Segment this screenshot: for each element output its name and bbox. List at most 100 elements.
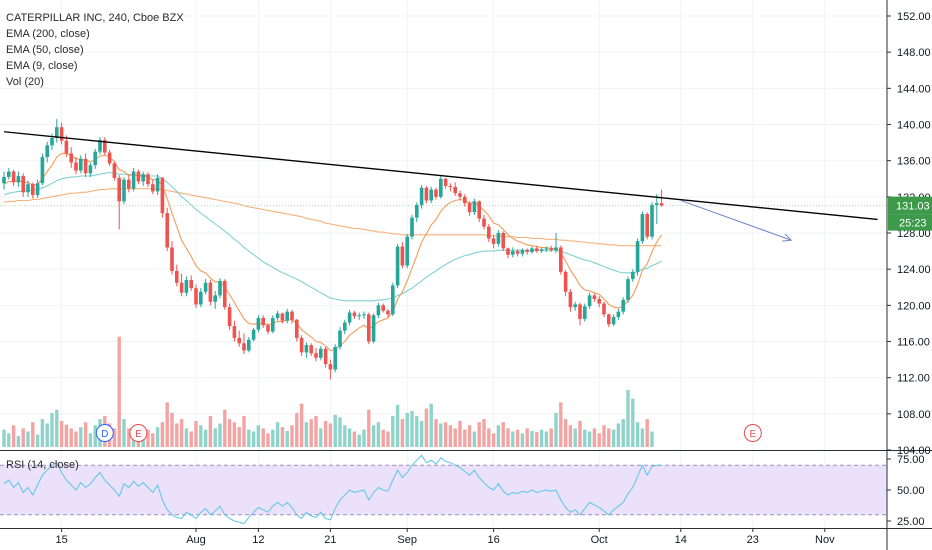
rsi-legend[interactable]: RSI (14, close) xyxy=(6,459,79,471)
candle-body xyxy=(203,282,208,292)
candle-body xyxy=(381,305,385,311)
candle-body xyxy=(50,138,54,146)
volume-bar xyxy=(429,403,433,447)
volume-bar xyxy=(631,398,635,447)
legend-ema-9[interactable]: EMA (9, close) xyxy=(6,60,78,72)
candle-body xyxy=(213,295,217,302)
volume-bar xyxy=(21,428,25,447)
ema-50-line xyxy=(3,171,662,302)
event-marker-circle xyxy=(129,424,148,442)
candle-body xyxy=(136,171,141,182)
time-tick-label: Sep xyxy=(397,534,417,546)
volume-bar xyxy=(352,431,357,447)
candle-body xyxy=(376,305,381,316)
price-tick-label: 140.00 xyxy=(897,120,931,132)
volume-bar xyxy=(175,423,179,447)
candle-body xyxy=(439,178,443,197)
volume-bar xyxy=(515,429,520,447)
volume-bar xyxy=(482,419,486,447)
candle-body xyxy=(501,233,505,249)
volume-bar xyxy=(448,425,453,447)
volume-bar xyxy=(122,419,126,447)
volume-bar xyxy=(439,423,443,447)
volume-bar xyxy=(199,425,203,447)
volume-bar xyxy=(83,422,88,447)
price-tick-label: 124.00 xyxy=(897,264,931,276)
legend-ema-200[interactable]: EMA (200, close) xyxy=(6,28,90,40)
volume-bar xyxy=(194,420,198,447)
time-tick-label: 15 xyxy=(55,534,67,546)
volume-bar xyxy=(299,403,304,447)
volume-bar xyxy=(55,409,59,447)
candle-body xyxy=(602,303,606,315)
candle-body xyxy=(429,189,433,201)
candle-body xyxy=(184,280,189,293)
candle-body xyxy=(458,193,462,197)
volume-bar xyxy=(271,429,275,447)
candle-body xyxy=(131,171,136,189)
rsi-tick-label: 25.00 xyxy=(897,516,925,528)
candle-body xyxy=(578,304,582,319)
candle-body xyxy=(309,345,313,354)
volume-bar xyxy=(31,422,35,447)
price-tick-label: 104.00 xyxy=(897,445,931,457)
volume-bar xyxy=(79,427,83,447)
trendline[interactable] xyxy=(3,131,878,221)
candle-body xyxy=(151,184,155,192)
projection-arrow[interactable] xyxy=(680,199,793,242)
candle-body xyxy=(419,187,424,205)
volume-bar xyxy=(487,428,491,447)
price-tick-label: 120.00 xyxy=(897,300,931,312)
candle-body xyxy=(347,312,352,323)
volume-bar xyxy=(333,414,337,447)
candle-body xyxy=(568,291,573,308)
candle-body xyxy=(247,339,251,351)
time-tick-label: 12 xyxy=(252,534,264,546)
candle-body xyxy=(655,203,659,205)
legend-ema-50[interactable]: EMA (50, close) xyxy=(6,44,84,56)
rsi-path xyxy=(3,454,662,525)
candle-body xyxy=(165,213,169,248)
price-tick-label: 148.00 xyxy=(897,47,931,59)
volume-bar xyxy=(304,422,309,447)
candle-body xyxy=(74,162,78,171)
candle-body xyxy=(21,176,25,193)
candle-body xyxy=(26,184,30,193)
volume-bar xyxy=(549,428,553,447)
volume-bar xyxy=(415,416,419,447)
volume-bar xyxy=(410,411,414,447)
volume-bar xyxy=(357,434,361,447)
candle-body xyxy=(122,179,126,202)
volume-bar xyxy=(381,429,385,447)
candle-body xyxy=(525,250,529,252)
time-tick-label: Oct xyxy=(591,534,608,546)
candle-body xyxy=(424,187,429,201)
candle-body xyxy=(64,140,69,154)
volume-bar xyxy=(640,428,645,447)
candle-body xyxy=(304,345,309,353)
volume-bar xyxy=(314,416,318,447)
volume-bar xyxy=(592,428,597,447)
volume-bar xyxy=(160,422,165,447)
price-tick-label: 112.00 xyxy=(897,373,930,385)
candle-body xyxy=(592,295,597,300)
volume-bar xyxy=(69,428,73,447)
volume-bar xyxy=(395,404,400,447)
volume-bar xyxy=(563,419,568,447)
candle-body xyxy=(391,285,395,315)
candle-body xyxy=(242,343,246,351)
volume-bar xyxy=(323,420,328,447)
volume-bar xyxy=(539,429,544,447)
candle-body xyxy=(290,311,294,320)
volume-bar xyxy=(280,427,285,447)
volume-bar xyxy=(117,336,121,447)
legend-volume[interactable]: Vol (20) xyxy=(6,76,44,88)
candle-body xyxy=(146,174,150,185)
rsi-band xyxy=(0,464,887,516)
candle-body xyxy=(227,307,232,327)
volume-bar xyxy=(568,425,573,447)
candle-body xyxy=(2,176,6,184)
candle-body xyxy=(314,353,318,358)
